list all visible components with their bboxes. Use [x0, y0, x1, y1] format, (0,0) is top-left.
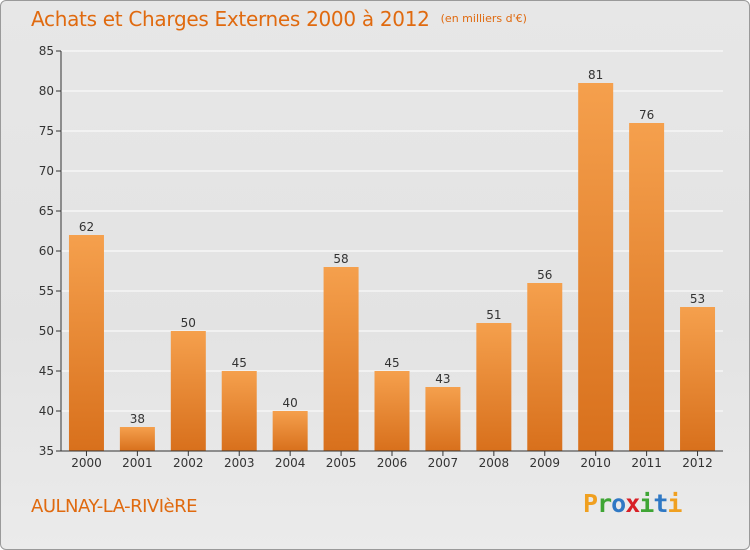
chart-title-main: Achats et Charges Externes 2000 à 2012 — [31, 7, 430, 31]
y-tick-label: 65 — [39, 204, 54, 218]
bar — [68, 235, 104, 451]
data-label: 51 — [486, 308, 501, 322]
y-tick-label: 60 — [39, 244, 54, 258]
x-tick-label: 2005 — [326, 456, 357, 470]
data-label: 38 — [130, 412, 145, 426]
data-labels: 62 38 50 45 40 58 45 43 51 56 81 76 53 — [79, 68, 705, 426]
bar — [527, 283, 563, 451]
chart-title-unit: (en milliers d'€) — [440, 12, 527, 25]
x-tick-label: 2003 — [224, 456, 255, 470]
bar — [578, 83, 614, 451]
x-tick-label: 2008 — [479, 456, 510, 470]
bar — [680, 307, 716, 451]
data-label: 81 — [588, 68, 603, 82]
bar — [170, 331, 206, 451]
logo-letter: t — [653, 489, 668, 518]
data-label: 76 — [639, 108, 654, 122]
y-tick-label: 45 — [39, 364, 54, 378]
y-tick-label: 40 — [39, 404, 54, 418]
axes: 35 40 45 50 55 60 65 70 75 80 85 2000 2001 2002 2003 20… — [39, 44, 723, 470]
logo-letter: x — [625, 489, 640, 518]
bar — [272, 411, 308, 451]
x-tick-label: 2012 — [682, 456, 713, 470]
y-tick-label: 75 — [39, 124, 54, 138]
x-tick-label: 2001 — [122, 456, 153, 470]
y-tick-label: 55 — [39, 284, 54, 298]
logo-letter: r — [597, 489, 612, 518]
bar — [119, 427, 155, 451]
data-label: 50 — [181, 316, 196, 330]
x-tick-label: 2000 — [71, 456, 102, 470]
x-tick-label: 2006 — [377, 456, 408, 470]
data-label: 62 — [79, 220, 94, 234]
y-tick-label: 50 — [39, 324, 54, 338]
bar — [629, 123, 665, 451]
logo-letter: i — [667, 489, 682, 518]
data-label: 45 — [384, 356, 399, 370]
bar — [374, 371, 410, 451]
chart-title: Achats et Charges Externes 2000 à 2012 (… — [31, 7, 527, 31]
proxiti-logo: Proxiti — [583, 489, 682, 518]
bars — [68, 83, 716, 451]
logo-letter: o — [611, 489, 626, 518]
bar — [476, 323, 512, 451]
y-tick-label: 80 — [39, 84, 54, 98]
logo-letter: i — [639, 489, 654, 518]
data-label: 56 — [537, 268, 552, 282]
x-tick-label: 2002 — [173, 456, 204, 470]
bar — [221, 371, 257, 451]
x-tick-label: 2009 — [529, 456, 560, 470]
logo-letter: P — [583, 489, 598, 518]
data-label: 43 — [435, 372, 450, 386]
y-tick-label: 85 — [39, 44, 54, 58]
bar — [425, 387, 461, 451]
commune-name: AULNAY-LA-RIVIèRE — [31, 496, 198, 517]
x-tick-label: 2004 — [275, 456, 306, 470]
data-label: 45 — [232, 356, 247, 370]
bar — [323, 267, 359, 451]
data-label: 58 — [333, 252, 348, 266]
x-tick-label: 2007 — [428, 456, 459, 470]
data-label: 53 — [690, 292, 705, 306]
y-tick-label: 35 — [39, 444, 54, 458]
x-tick-label: 2011 — [631, 456, 662, 470]
data-label: 40 — [283, 396, 298, 410]
x-tick-label: 2010 — [580, 456, 611, 470]
y-tick-label: 70 — [39, 164, 54, 178]
